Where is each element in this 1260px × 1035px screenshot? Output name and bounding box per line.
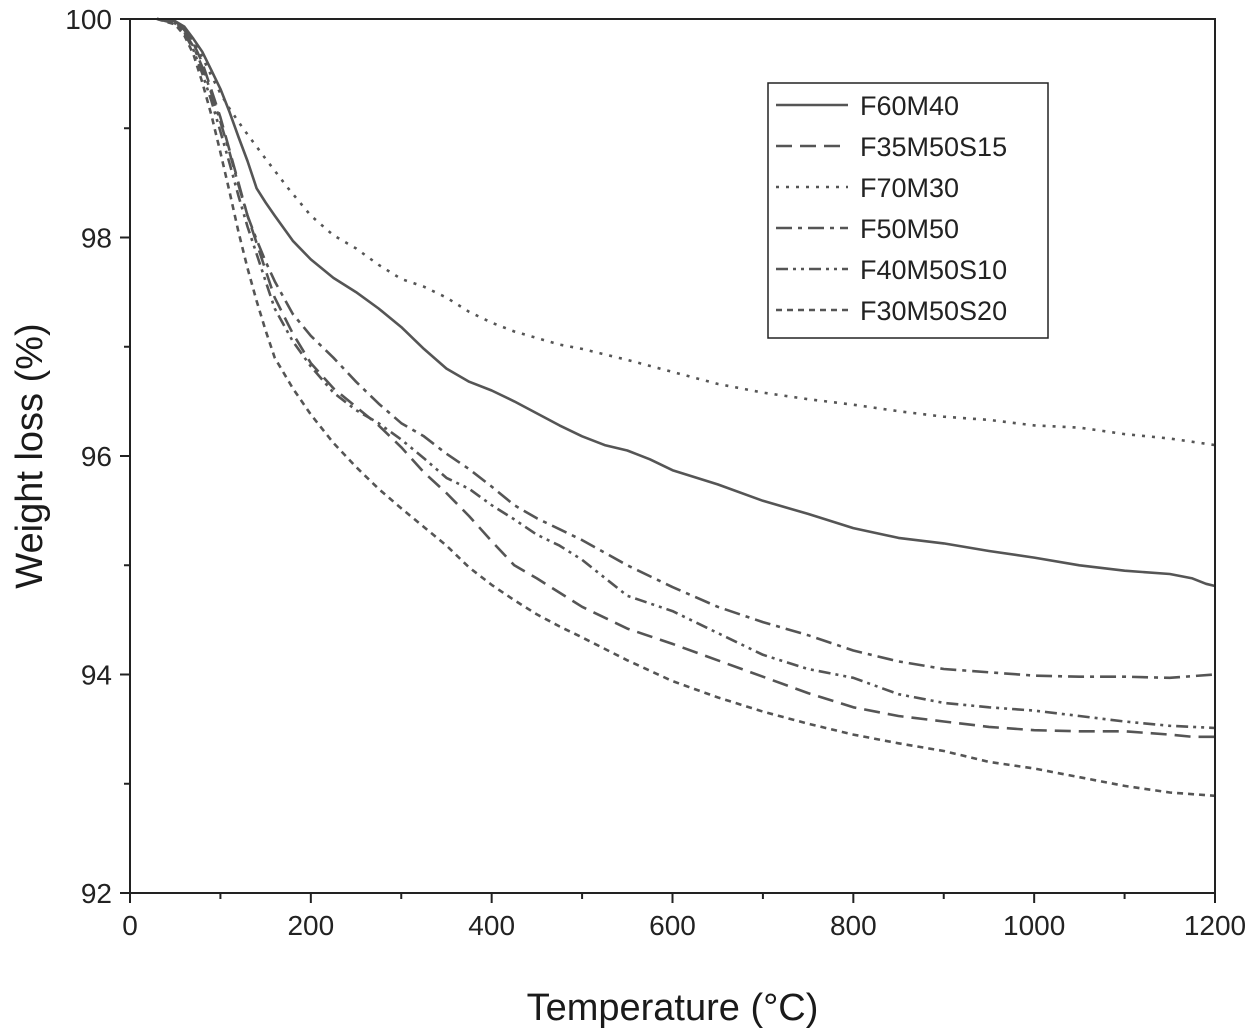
x-tick-label: 400 bbox=[468, 910, 515, 941]
x-tick-label: 1200 bbox=[1184, 910, 1246, 941]
x-axis-title: Temperature (°C) bbox=[527, 987, 819, 1029]
x-tick-label: 0 bbox=[122, 910, 138, 941]
series-line-f35m50s15 bbox=[156, 17, 1215, 739]
plot-frame bbox=[129, 18, 1216, 894]
x-tick-label: 1000 bbox=[1003, 910, 1065, 941]
legend-label: F60M40 bbox=[860, 91, 959, 121]
y-axis-title: Weight loss (%) bbox=[9, 323, 51, 588]
series-line-f30m50s20 bbox=[156, 17, 1216, 798]
legend-label: F70M30 bbox=[860, 173, 959, 203]
x-tick-label: 800 bbox=[830, 910, 877, 941]
series-line-f40m50s10 bbox=[156, 17, 1216, 730]
y-tick-label: 96 bbox=[81, 441, 112, 472]
legend: F60M40 F35M50S15 F70M30 F50M50 F40M50S10 F30M… bbox=[767, 82, 1049, 339]
legend-box bbox=[767, 82, 1049, 339]
legend-label: F30M50S20 bbox=[860, 296, 1007, 326]
legend-label: F40M50S10 bbox=[860, 255, 1007, 285]
legend-label: F50M50 bbox=[860, 214, 959, 244]
series-line-f50m50 bbox=[156, 17, 1216, 680]
legend-label: F35M50S15 bbox=[860, 132, 1007, 162]
series-line-f60m40 bbox=[156, 17, 1216, 588]
y-axis: 92 94 96 98 100 bbox=[65, 4, 130, 909]
x-tick-label: 200 bbox=[287, 910, 334, 941]
plot-marks bbox=[156, 17, 1216, 798]
x-axis: 0 200 400 600 800 1000 1200 bbox=[122, 893, 1246, 941]
y-tick-label: 98 bbox=[81, 223, 112, 254]
y-tick-label: 100 bbox=[65, 4, 112, 35]
y-tick-label: 92 bbox=[81, 878, 112, 909]
y-tick-label: 94 bbox=[81, 660, 112, 691]
x-tick-label: 600 bbox=[649, 910, 696, 941]
series-line-f70m30 bbox=[156, 17, 1216, 447]
